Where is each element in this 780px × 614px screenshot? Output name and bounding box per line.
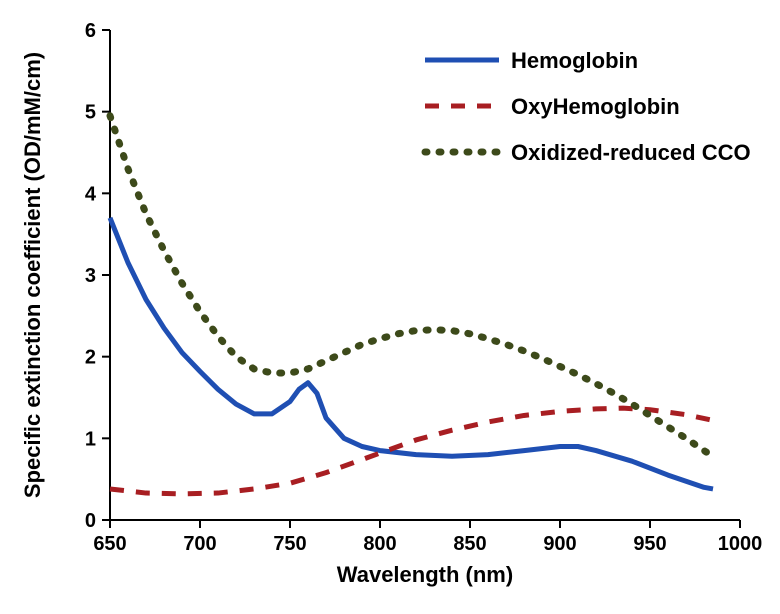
y-tick-label: 3 — [85, 265, 96, 287]
x-tick-label: 950 — [633, 533, 666, 555]
extinction-chart: 0 1 2 3 4 5 6 650 700 750 800 850 900 950 1000 Waveleng… — [0, 0, 780, 614]
y-tick-label: 4 — [85, 183, 97, 205]
x-tick-label: 800 — [363, 533, 396, 555]
x-tick-label: 700 — [183, 533, 216, 555]
x-tick-label: 900 — [543, 533, 576, 555]
chart-svg: 0 1 2 3 4 5 6 650 700 750 800 850 900 950 1000 Waveleng… — [0, 0, 780, 614]
y-tick-label: 1 — [85, 428, 96, 450]
x-tick-label: 850 — [453, 533, 486, 555]
y-tick-label: 2 — [85, 347, 96, 369]
y-tick-label: 5 — [85, 102, 96, 124]
x-tick-label: 1000 — [718, 533, 763, 555]
y-tick-label: 6 — [85, 20, 96, 42]
y-axis-title: Specific extinction coefficient (OD/mM/c… — [20, 52, 45, 498]
y-tick-label: 0 — [85, 510, 96, 532]
legend-label: Hemoglobin — [511, 48, 638, 73]
legend-label: Oxidized-reduced CCO — [511, 140, 751, 165]
x-tick-label: 750 — [273, 533, 306, 555]
x-axis-title: Wavelength (nm) — [337, 562, 513, 587]
series-hemoglobin — [110, 218, 713, 489]
series-oxidized-reduced-cco — [110, 116, 713, 457]
legend-label: OxyHemoglobin — [511, 94, 680, 119]
series-oxyhemoglobin — [110, 408, 713, 494]
x-tick-label: 650 — [93, 533, 126, 555]
